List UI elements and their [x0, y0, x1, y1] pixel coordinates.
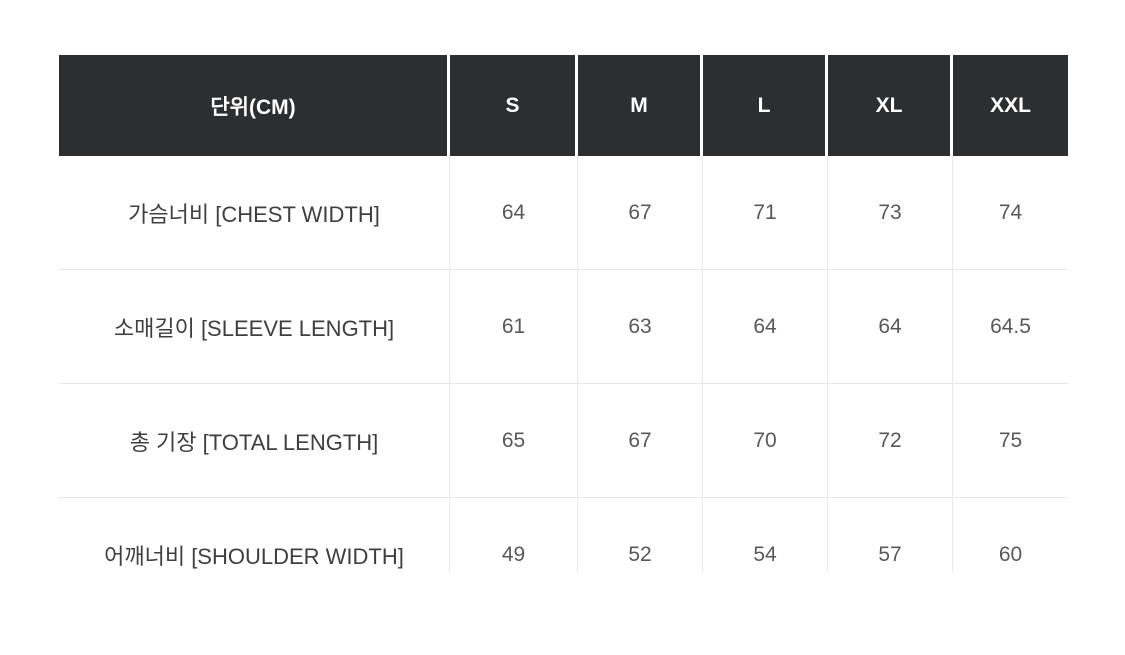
size-value: 57: [828, 497, 953, 572]
size-value: 61: [450, 269, 578, 383]
size-value: 63: [578, 269, 703, 383]
size-value: 65: [450, 383, 578, 497]
row-label: 어깨너비 [SHOULDER WIDTH]: [59, 497, 450, 572]
size-value: 74: [953, 156, 1068, 269]
size-value: 73: [828, 156, 953, 269]
size-value: 64.5: [953, 269, 1068, 383]
size-value: 72: [828, 383, 953, 497]
header-cell-size-m: M: [578, 55, 703, 156]
size-value: 54: [703, 497, 828, 572]
row-label: 가슴너비 [CHEST WIDTH]: [59, 156, 450, 269]
size-value: 75: [953, 383, 1068, 497]
size-value: 60: [953, 497, 1068, 572]
header-cell-size-s: S: [450, 55, 578, 156]
row-label: 소매길이 [SLEEVE LENGTH]: [59, 269, 450, 383]
size-value: 71: [703, 156, 828, 269]
table-row-sleeve-length: 소매길이 [SLEEVE LENGTH] 61 63 64 64 64.5: [59, 269, 1068, 383]
size-value: 52: [578, 497, 703, 572]
size-chart-container: 단위(CM) S M L XL XXL 가슴너비 [CHEST WIDTH] 6…: [59, 55, 1068, 572]
row-label: 총 기장 [TOTAL LENGTH]: [59, 383, 450, 497]
size-value: 49: [450, 497, 578, 572]
header-row: 단위(CM) S M L XL XXL: [59, 55, 1068, 156]
header-cell-size-xxl: XXL: [953, 55, 1068, 156]
header-cell-size-l: L: [703, 55, 828, 156]
size-value: 64: [703, 269, 828, 383]
header-cell-size-xl: XL: [828, 55, 953, 156]
size-chart-table: 단위(CM) S M L XL XXL 가슴너비 [CHEST WIDTH] 6…: [59, 55, 1068, 572]
size-value: 64: [828, 269, 953, 383]
size-value: 64: [450, 156, 578, 269]
header-cell-unit: 단위(CM): [59, 55, 450, 156]
size-value: 70: [703, 383, 828, 497]
table-row-chest-width: 가슴너비 [CHEST WIDTH] 64 67 71 73 74: [59, 156, 1068, 269]
size-value: 67: [578, 156, 703, 269]
size-value: 67: [578, 383, 703, 497]
table-row-total-length: 총 기장 [TOTAL LENGTH] 65 67 70 72 75: [59, 383, 1068, 497]
table-row-shoulder-width: 어깨너비 [SHOULDER WIDTH] 49 52 54 57 60: [59, 497, 1068, 572]
